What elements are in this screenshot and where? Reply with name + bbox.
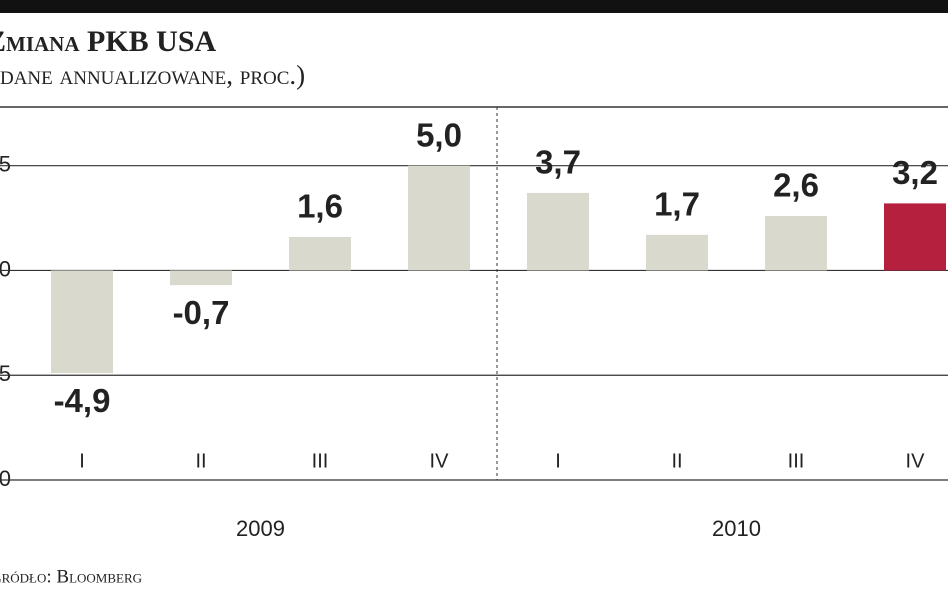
chart-title: Zmiana PKB USA	[0, 25, 217, 58]
chart-subtitle: (dane annualizowane, proc.)	[0, 60, 305, 90]
value-label: 3,2	[892, 154, 938, 191]
y-tick-label: 5	[0, 151, 11, 176]
bar	[765, 215, 827, 271]
value-label: -4,9	[54, 382, 111, 419]
group-label: 2010	[712, 516, 761, 541]
bar	[884, 203, 946, 271]
x-tick-label: IV	[906, 450, 926, 472]
y-tick-label: 0	[0, 256, 11, 281]
bar	[527, 192, 589, 271]
y-tick-label: -5	[0, 361, 11, 386]
x-tick-label: III	[312, 450, 329, 472]
x-tick-label: IV	[430, 450, 450, 472]
x-tick-label: I	[555, 450, 561, 472]
bar	[289, 236, 351, 271]
group-label: 2009	[236, 516, 285, 541]
y-tick-label: -10	[0, 466, 11, 491]
bar	[170, 270, 232, 286]
x-tick-label: III	[788, 450, 805, 472]
value-label: 2,6	[773, 167, 819, 204]
bar	[408, 165, 470, 271]
value-label: 5,0	[416, 116, 462, 153]
source: Źródło: Bloomberg	[0, 565, 142, 587]
value-label: 1,6	[297, 188, 343, 225]
x-tick-label: II	[671, 450, 682, 472]
x-tick-label: I	[79, 450, 85, 472]
bar	[51, 270, 113, 374]
top-bar	[0, 0, 948, 13]
value-label: -0,7	[173, 294, 230, 331]
value-label: 1,7	[654, 186, 700, 223]
value-label: 3,7	[535, 144, 581, 181]
x-tick-label: II	[195, 450, 206, 472]
bar	[646, 234, 708, 271]
